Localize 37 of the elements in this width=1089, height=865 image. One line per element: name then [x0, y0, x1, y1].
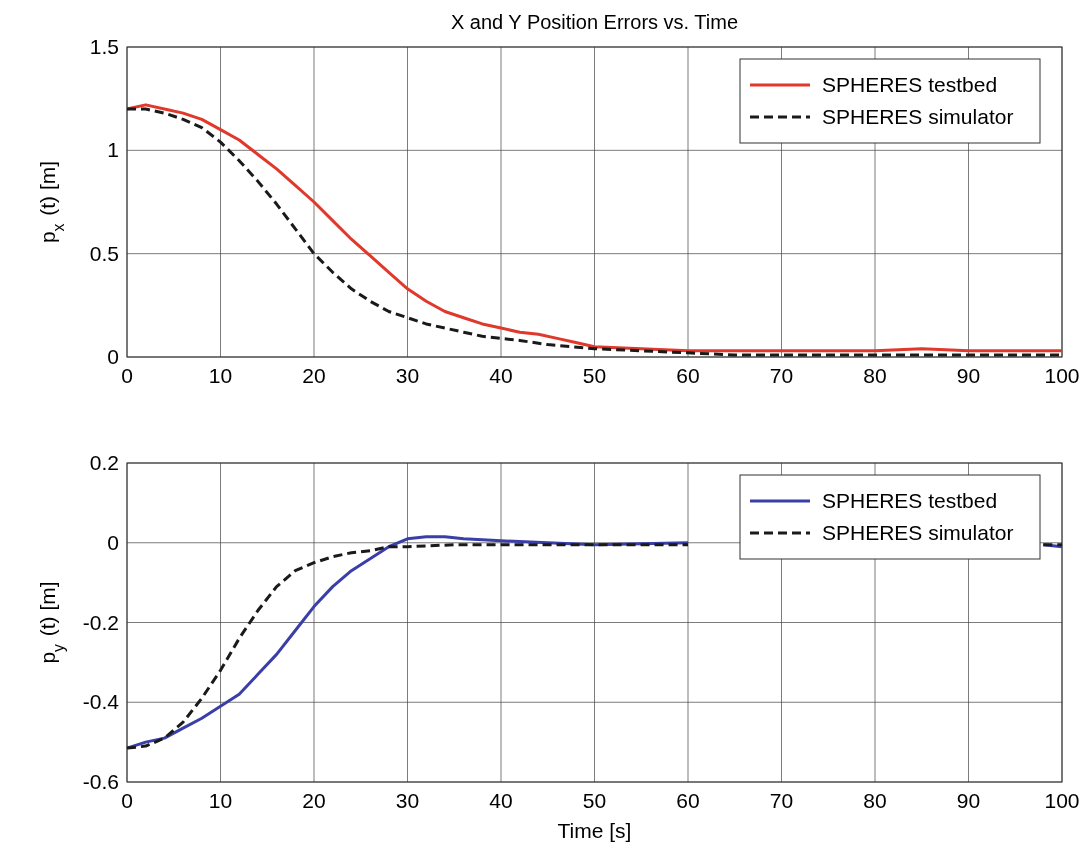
x-tick-label: 10 [208, 364, 233, 387]
chart-title: X and Y Position Errors vs. Time [450, 11, 739, 33]
y-tick-label: -0.4 [82, 690, 120, 714]
x-tick-label: 40 [489, 789, 513, 812]
x-tick-label: 30 [395, 364, 420, 387]
legend-label: SPHERES testbed [822, 73, 998, 96]
x-tick-label: 90 [956, 789, 981, 812]
legend-label: SPHERES testbed [822, 489, 998, 512]
y-tick-label: -0.2 [82, 610, 119, 634]
x-tick-label: 100 [1044, 364, 1080, 387]
legend-label: SPHERES simulator [822, 105, 1014, 128]
x-tick-label: 0 [121, 789, 133, 812]
y-tick-label: 0.5 [89, 241, 119, 265]
y-tick-label: 1 [107, 138, 119, 162]
x-tick-label: 20 [302, 789, 326, 812]
x-tick-label: 80 [863, 364, 887, 387]
x-tick-label: 60 [676, 789, 700, 812]
x-tick-label: 20 [302, 364, 326, 387]
x-tick-label: 70 [769, 789, 794, 812]
x-tick-label: 90 [956, 364, 981, 387]
x-tick-label: 50 [582, 364, 607, 387]
x-tick-label: 40 [489, 364, 513, 387]
x-tick-label: 100 [1044, 789, 1080, 812]
x-tick-label: 70 [769, 364, 794, 387]
y-tick-label: 0.2 [89, 451, 119, 474]
y-tick-label: 0 [107, 345, 119, 368]
y-tick-label: -0.6 [82, 770, 119, 793]
y-tick-label: 0 [107, 530, 119, 554]
x-tick-label: 60 [676, 364, 700, 387]
legend-label: SPHERES simulator [822, 521, 1014, 544]
x-axis-title: Time [s] [557, 819, 632, 842]
y-tick-label: 1.5 [89, 35, 119, 58]
x-tick-label: 0 [121, 364, 133, 387]
x-tick-label: 80 [863, 789, 887, 812]
x-tick-label: 50 [582, 789, 607, 812]
x-tick-label: 30 [395, 789, 420, 812]
x-tick-label: 10 [208, 789, 233, 812]
